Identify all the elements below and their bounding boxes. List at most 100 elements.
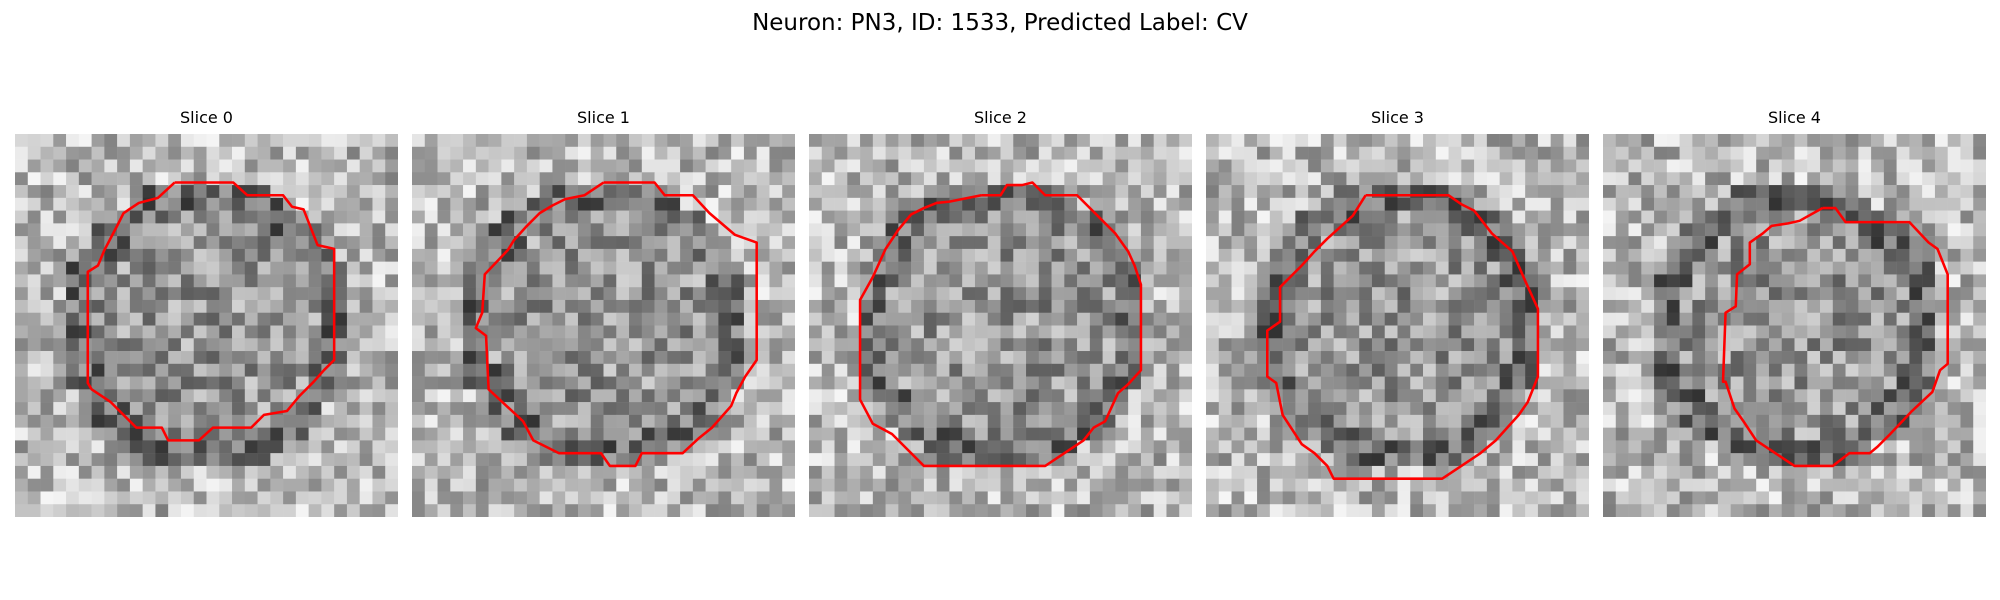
pixel — [1692, 185, 1706, 199]
pixel — [1679, 146, 1693, 160]
pixel — [117, 159, 131, 173]
pixel — [641, 414, 655, 428]
pixel — [1384, 478, 1398, 492]
pixel — [1282, 299, 1296, 313]
pixel — [731, 465, 745, 479]
pixel — [1692, 504, 1706, 517]
pixel — [1179, 159, 1192, 173]
pixel — [1858, 185, 1872, 199]
pixel — [168, 363, 182, 377]
pixel — [1743, 261, 1757, 275]
pixel — [514, 389, 528, 403]
pixel — [450, 338, 464, 352]
pixel — [1077, 465, 1091, 479]
pixel — [1295, 299, 1309, 313]
pixel — [1603, 185, 1617, 199]
pixel — [1603, 465, 1617, 479]
pixel — [936, 478, 950, 492]
pixel — [847, 351, 861, 365]
pixel — [872, 274, 886, 288]
pixel — [1730, 197, 1744, 211]
pixel — [450, 134, 464, 148]
pixel — [590, 312, 604, 326]
pixel — [974, 363, 988, 377]
pixel — [1064, 338, 1078, 352]
pixel — [1244, 299, 1258, 313]
pixel — [603, 261, 617, 275]
pixel — [501, 172, 515, 186]
pixel — [232, 414, 246, 428]
pixel — [1973, 159, 1986, 173]
pixel — [193, 197, 207, 211]
pixel — [1781, 491, 1795, 505]
pixel — [629, 287, 643, 301]
pixel — [1308, 427, 1322, 441]
pixel — [475, 159, 489, 173]
pixel — [590, 491, 604, 505]
pixel — [346, 453, 360, 467]
pixel — [1206, 146, 1220, 160]
pixel — [1102, 261, 1116, 275]
pixel — [705, 402, 719, 416]
pixel — [847, 172, 861, 186]
pixel — [565, 351, 579, 365]
pixel — [1077, 236, 1091, 250]
pixel — [1140, 159, 1154, 173]
pixel — [1448, 351, 1462, 365]
pixel — [1282, 197, 1296, 211]
pixel — [334, 363, 348, 377]
pixel — [962, 261, 976, 275]
pixel — [1909, 440, 1923, 454]
pixel — [1384, 274, 1398, 288]
pixel — [641, 465, 655, 479]
pixel — [219, 363, 233, 377]
pixel — [1089, 478, 1103, 492]
pixel — [15, 210, 29, 224]
pixel — [1794, 389, 1808, 403]
pixel — [1448, 427, 1462, 441]
pixel — [193, 504, 207, 517]
pixel — [295, 453, 309, 467]
pixel — [1858, 159, 1872, 173]
pixel — [1038, 363, 1052, 377]
pixel — [412, 363, 426, 377]
pixel — [1512, 363, 1526, 377]
pixel — [1397, 197, 1411, 211]
pixel — [1537, 274, 1551, 288]
pixel — [1603, 159, 1617, 173]
pixel — [1947, 478, 1961, 492]
pixel — [283, 376, 297, 390]
pixel — [129, 427, 143, 441]
pixel — [629, 248, 643, 262]
pixel — [142, 261, 156, 275]
pixel — [1000, 402, 1014, 416]
pixel — [1871, 338, 1885, 352]
pixel — [1717, 465, 1731, 479]
pixel — [1153, 389, 1167, 403]
pixel — [424, 440, 438, 454]
pixel — [1858, 236, 1872, 250]
pixel — [962, 363, 976, 377]
pixel — [334, 197, 348, 211]
pixel — [565, 236, 579, 250]
pixel — [1206, 210, 1220, 224]
pixel — [1102, 427, 1116, 441]
pixel — [743, 146, 757, 160]
pixel — [1371, 504, 1385, 517]
pixel — [1486, 172, 1500, 186]
pixel — [463, 504, 477, 517]
pixel — [565, 312, 579, 326]
pixel — [872, 427, 886, 441]
pixel — [1231, 351, 1245, 365]
pixel — [782, 197, 795, 211]
pixel — [603, 236, 617, 250]
pixel — [1115, 172, 1129, 186]
pixel — [1166, 325, 1180, 339]
pixel — [1883, 172, 1897, 186]
pixel — [155, 453, 169, 467]
pixel — [629, 363, 643, 377]
pixel — [1499, 504, 1513, 517]
pixel — [463, 389, 477, 403]
pixel — [412, 287, 426, 301]
pixel — [359, 261, 373, 275]
